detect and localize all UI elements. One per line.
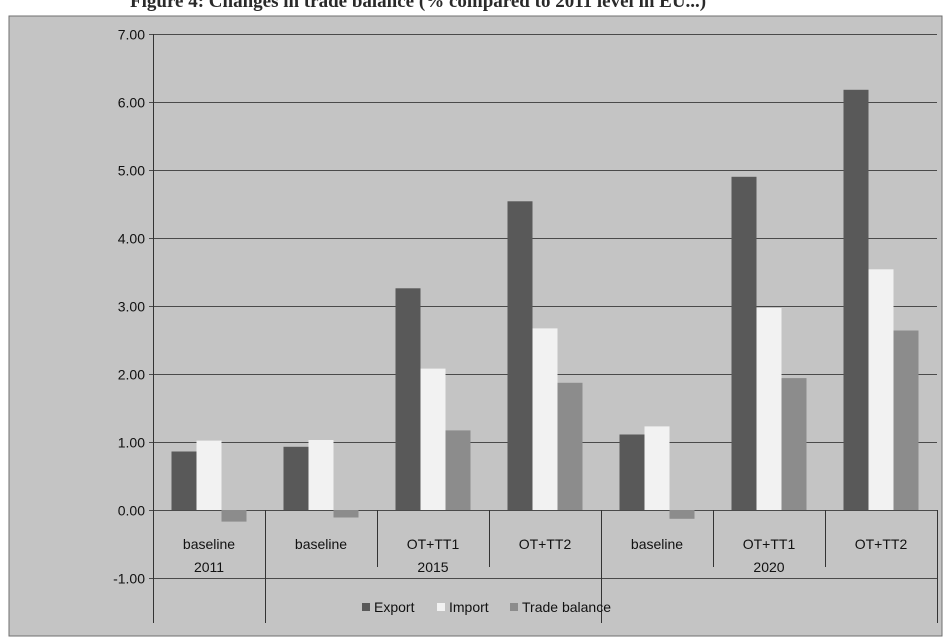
- bar-import: [532, 328, 558, 510]
- x-category-label: OT+TT1: [743, 536, 796, 552]
- x-category-label: baseline: [183, 536, 235, 552]
- axes: [153, 34, 938, 623]
- x-group-label: 2015: [417, 559, 448, 575]
- bars: [171, 89, 919, 522]
- legend-label: Trade balance: [522, 599, 611, 615]
- bar-trade-balance: [557, 382, 583, 510]
- x-group-label: 2020: [753, 559, 784, 575]
- bar-import: [756, 308, 782, 510]
- bar-export: [283, 446, 309, 510]
- bar-trade-balance: [893, 330, 919, 510]
- bar-export: [507, 201, 533, 511]
- bar-export: [395, 288, 421, 510]
- x-category-label: baseline: [631, 536, 683, 552]
- x-category-label: OT+TT2: [855, 536, 908, 552]
- x-group-label: 2011: [194, 559, 224, 575]
- bar-export: [619, 434, 645, 510]
- y-tick-label: 4.00: [118, 231, 145, 247]
- bar-trade-balance: [333, 510, 359, 518]
- bar-trade-balance: [221, 510, 247, 522]
- bar-import: [868, 269, 894, 510]
- figure-caption: Figure 4: Changes in trade balance (% co…: [0, 0, 951, 16]
- bar-export: [731, 176, 757, 511]
- x-category-label: baseline: [295, 536, 347, 552]
- y-tick-label: -1.00: [113, 571, 145, 587]
- legend-swatch: [510, 603, 518, 611]
- y-tick-label: 5.00: [118, 163, 145, 179]
- chart-background: [8, 15, 943, 637]
- bar-export: [171, 451, 197, 510]
- axis-labels: -1.00 0.00 1.00 2.00 3.00 4.00 5.00 6.00 7.00 bas…: [113, 27, 907, 587]
- legend-label: Import: [449, 599, 489, 615]
- bar-export: [843, 89, 869, 511]
- legend-swatch: [437, 603, 445, 611]
- bar-trade-balance: [781, 378, 807, 510]
- x-category-label: OT+TT1: [407, 536, 460, 552]
- bar-import: [644, 426, 670, 510]
- y-tick-label: 3.00: [118, 299, 145, 315]
- bar-trade-balance: [669, 510, 695, 519]
- figure-caption-text: Figure 4: Changes in trade balance (% co…: [130, 0, 707, 12]
- bar-import: [420, 368, 446, 510]
- y-tick-label: 0.00: [118, 503, 145, 519]
- bar-import: [308, 440, 334, 510]
- x-category-label: OT+TT2: [519, 536, 572, 552]
- y-tick-label: 2.00: [118, 367, 145, 383]
- legend: Export Import Trade balance: [362, 599, 611, 615]
- legend-swatch: [362, 603, 370, 611]
- y-tick-label: 7.00: [118, 27, 145, 43]
- bar-import: [196, 440, 222, 510]
- y-tick-label: 6.00: [118, 95, 145, 111]
- legend-label: Export: [374, 599, 415, 615]
- bar-trade-balance: [445, 430, 471, 510]
- y-tick-label: 1.00: [118, 435, 145, 451]
